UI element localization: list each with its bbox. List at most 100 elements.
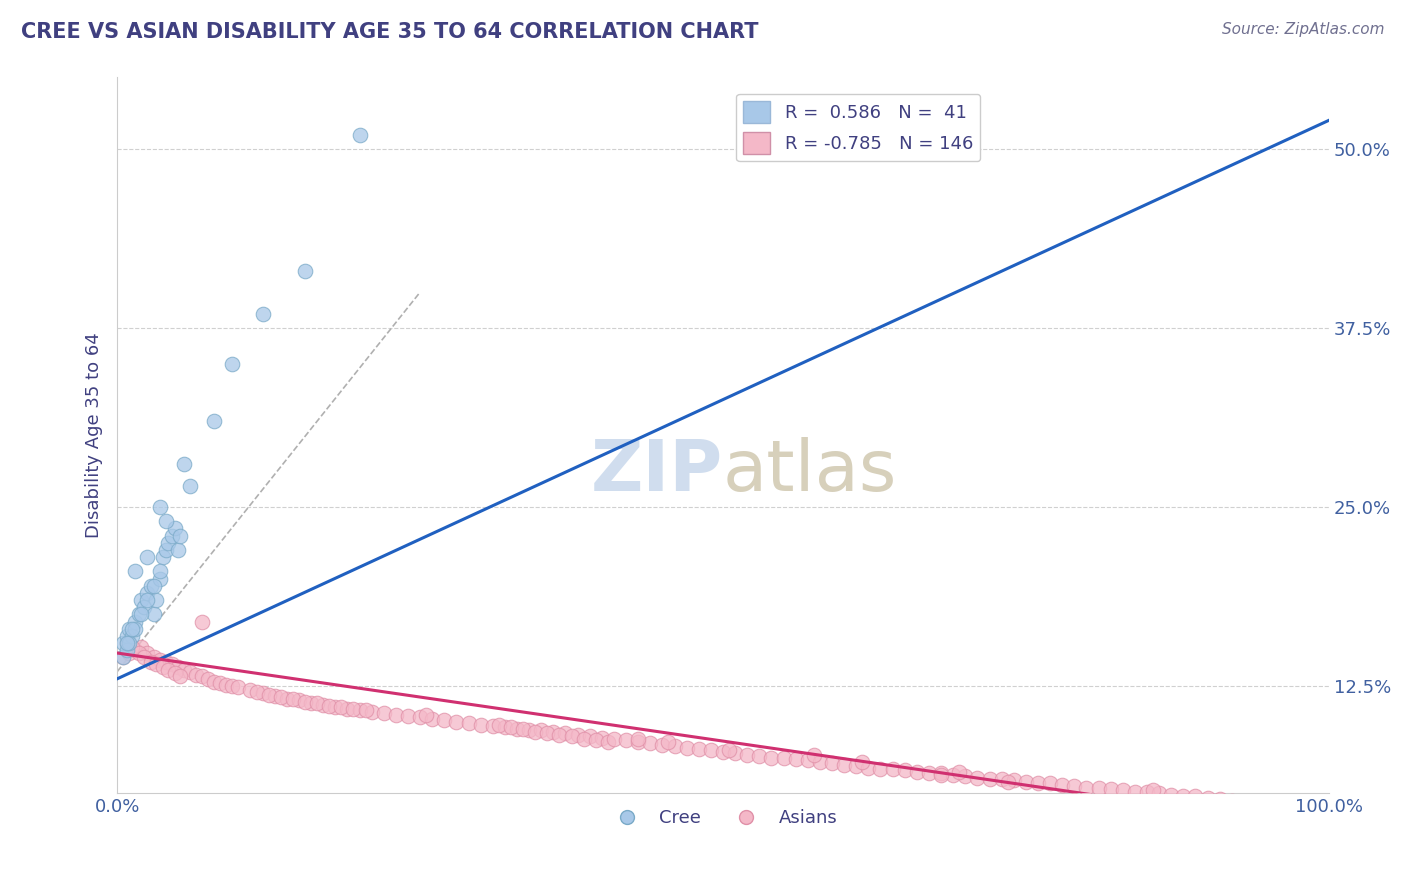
Point xyxy=(481,719,503,733)
Point xyxy=(209,676,232,690)
Point xyxy=(640,736,662,750)
Point xyxy=(499,721,522,735)
Point xyxy=(142,579,165,593)
Point xyxy=(330,700,353,714)
Point xyxy=(845,759,868,773)
Point xyxy=(821,756,844,771)
Point xyxy=(166,660,188,674)
Point xyxy=(808,755,831,769)
Point xyxy=(124,622,146,636)
Point xyxy=(145,593,167,607)
Point xyxy=(997,775,1019,789)
Point xyxy=(323,700,346,714)
Point xyxy=(294,264,316,278)
Point xyxy=(785,752,807,766)
Point xyxy=(152,550,174,565)
Point xyxy=(124,615,146,629)
Point xyxy=(918,766,941,780)
Point xyxy=(517,723,540,738)
Point xyxy=(149,500,172,514)
Point xyxy=(1123,785,1146,799)
Point xyxy=(139,655,162,669)
Point xyxy=(145,657,167,672)
Point xyxy=(179,478,201,492)
Point xyxy=(572,731,595,746)
Legend: Cree, Asians: Cree, Asians xyxy=(602,802,845,834)
Point xyxy=(252,686,274,700)
Point xyxy=(614,733,637,747)
Point xyxy=(115,643,138,657)
Point xyxy=(373,706,395,721)
Point xyxy=(567,728,589,742)
Point xyxy=(112,650,135,665)
Point xyxy=(433,714,456,728)
Point xyxy=(585,733,607,747)
Point xyxy=(578,729,600,743)
Point xyxy=(132,600,155,615)
Point xyxy=(1026,776,1049,790)
Point xyxy=(396,709,419,723)
Point xyxy=(688,742,710,756)
Point xyxy=(252,307,274,321)
Point xyxy=(239,683,262,698)
Point xyxy=(882,762,904,776)
Point xyxy=(173,457,195,471)
Point xyxy=(1039,776,1062,790)
Point xyxy=(1063,779,1085,793)
Point xyxy=(675,740,697,755)
Text: CREE VS ASIAN DISABILITY AGE 35 TO 64 CORRELATION CHART: CREE VS ASIAN DISABILITY AGE 35 TO 64 CO… xyxy=(21,22,759,42)
Point xyxy=(724,746,747,760)
Point xyxy=(929,768,952,782)
Point xyxy=(657,735,679,749)
Point xyxy=(446,714,468,729)
Point xyxy=(215,677,238,691)
Point xyxy=(488,717,510,731)
Point xyxy=(128,646,150,660)
Point xyxy=(470,717,492,731)
Point xyxy=(1142,783,1164,797)
Point xyxy=(560,729,582,743)
Point xyxy=(124,643,146,657)
Point xyxy=(420,712,443,726)
Point xyxy=(165,521,187,535)
Point xyxy=(121,629,143,643)
Point xyxy=(1209,792,1232,806)
Text: ZIP: ZIP xyxy=(591,437,723,506)
Point xyxy=(136,586,159,600)
Point xyxy=(1184,789,1206,804)
Point xyxy=(136,593,159,607)
Point xyxy=(318,698,340,713)
Point xyxy=(336,702,359,716)
Point xyxy=(858,761,880,775)
Point xyxy=(1136,785,1159,799)
Point xyxy=(197,672,219,686)
Point xyxy=(160,528,183,542)
Point xyxy=(115,629,138,643)
Point xyxy=(169,669,191,683)
Point xyxy=(494,721,516,735)
Point xyxy=(415,707,437,722)
Point xyxy=(115,636,138,650)
Point xyxy=(124,565,146,579)
Point xyxy=(152,660,174,674)
Point xyxy=(228,681,250,695)
Point xyxy=(115,636,138,650)
Point xyxy=(112,650,135,665)
Point xyxy=(202,674,225,689)
Point xyxy=(536,726,558,740)
Point xyxy=(263,689,285,703)
Point xyxy=(530,723,553,738)
Point xyxy=(524,724,547,739)
Point xyxy=(603,731,626,746)
Point xyxy=(169,528,191,542)
Point xyxy=(165,666,187,681)
Point xyxy=(139,579,162,593)
Point xyxy=(1112,783,1135,797)
Point xyxy=(797,753,820,767)
Point xyxy=(735,747,758,762)
Point xyxy=(1076,780,1098,795)
Point xyxy=(1197,790,1219,805)
Point xyxy=(548,728,571,742)
Point xyxy=(1244,797,1267,811)
Point xyxy=(651,738,673,752)
